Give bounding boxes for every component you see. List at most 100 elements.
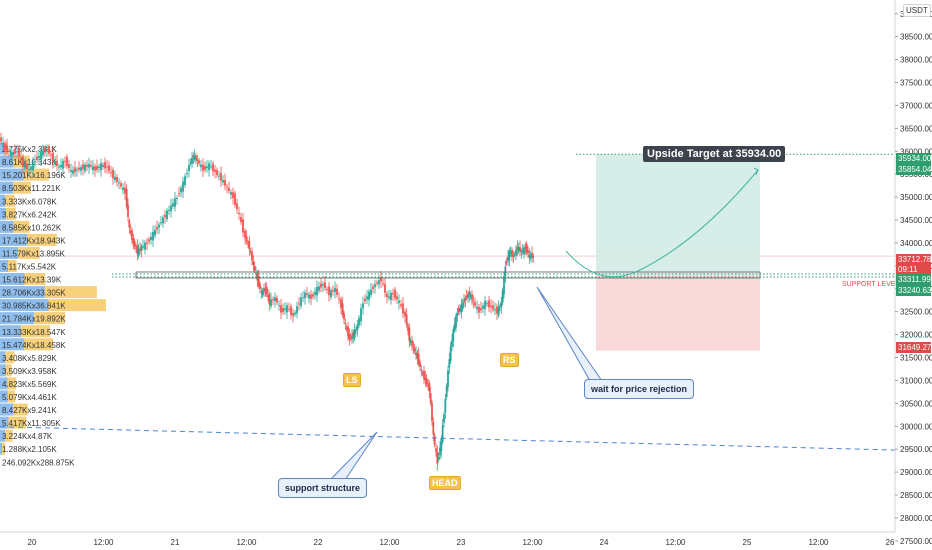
price-tick-label: 29500.00 [900, 445, 932, 454]
volume-profile-label: 8.585Kx10.262K [2, 223, 62, 232]
candle-body [474, 302, 476, 306]
candle-body [528, 254, 531, 258]
volume-bar-sell [24, 338, 54, 351]
candle-body [195, 155, 197, 160]
structure-callout-pointer [328, 431, 378, 481]
volume-bar-sell [24, 273, 46, 286]
candle-body [439, 447, 441, 456]
volume-profile-label: 8.427Kx9.241K [2, 406, 57, 415]
time-tick-label: 12:00 [93, 538, 114, 547]
candle-body [353, 329, 356, 339]
time-axis[interactable]: 20 12:00 21 12:00 22 12:00 23 12:00 24 12:00 25 12:… [0, 531, 895, 547]
volume-profile: 2.775Kx2.381K 8.61Kx10.343K 15.201Kx16.196… [0, 142, 106, 467]
candle-body [182, 181, 184, 192]
candle-body [78, 167, 80, 170]
candle-body [457, 308, 460, 312]
volume-bar-buy [0, 207, 6, 220]
candle-body [461, 303, 464, 309]
candle-body [222, 179, 224, 183]
candle-body [525, 243, 528, 253]
candle-body [413, 348, 416, 352]
candle-body [186, 172, 188, 174]
candle-body [131, 230, 133, 241]
candle-body [140, 246, 143, 251]
candle-body [86, 164, 88, 167]
candle-body [324, 282, 326, 289]
volume-bar-buy [0, 273, 25, 286]
candle-body [472, 301, 475, 303]
candle-body [84, 164, 86, 171]
candle-body [176, 198, 178, 199]
candle-body [334, 287, 336, 293]
drawings [0, 153, 896, 481]
candle-body [46, 148, 48, 151]
volume-bar-buy [0, 429, 6, 442]
candle-body [76, 169, 78, 171]
candle-body [82, 164, 84, 170]
candle-body [298, 303, 300, 305]
candle-body [484, 300, 486, 310]
candle-body [460, 305, 463, 313]
candle-body [486, 303, 488, 305]
candle-body [26, 164, 28, 169]
left-shoulder-label: LS [343, 373, 361, 387]
candle-body [265, 286, 268, 295]
candle-body [72, 170, 74, 174]
candle-body [178, 193, 180, 195]
candle-body [316, 286, 318, 296]
candle-body [252, 261, 255, 265]
currency-badge[interactable]: USDT [903, 4, 931, 17]
volume-bar-sell [27, 233, 57, 246]
candle-body [136, 245, 139, 254]
candle-body [330, 289, 332, 297]
candle-body [191, 157, 193, 164]
candle-body [4, 143, 6, 150]
candle-body [98, 166, 100, 169]
candle-body [104, 162, 106, 169]
candle-body [516, 246, 519, 250]
candle-body [402, 303, 404, 314]
volume-bar-sell [5, 194, 15, 207]
candle-body [267, 295, 269, 297]
candle-body [459, 308, 461, 311]
candle-body [429, 393, 432, 404]
time-tick-label: 12:00 [665, 538, 686, 547]
candle-body [264, 288, 267, 291]
candle-body [427, 385, 429, 387]
candle-body [174, 198, 176, 207]
volume-profile-label: 3.827Kx6.242K [2, 210, 57, 219]
volume-profile-label: 30.985Kx36.841K [2, 302, 66, 311]
candle-body [74, 167, 76, 173]
candle-body [501, 290, 504, 303]
candle-body [28, 168, 30, 170]
candle-body [24, 164, 26, 169]
volume-bar-buy [0, 181, 14, 194]
candle-body [496, 306, 498, 314]
candle-body [467, 293, 469, 299]
candle-body [18, 149, 20, 157]
candle-body [364, 298, 366, 302]
candle-body [404, 311, 406, 317]
candle-body [464, 297, 467, 301]
candle-body [336, 288, 338, 295]
candle-body [500, 301, 503, 308]
support-zone-box [135, 271, 761, 279]
candle-body [192, 155, 195, 158]
candle-body [148, 239, 150, 242]
candle-body [360, 308, 362, 322]
candle-body [40, 151, 42, 160]
volume-bar-buy [0, 299, 49, 312]
candle-body [208, 163, 210, 171]
candle-body [214, 169, 216, 172]
candle-body [445, 385, 448, 397]
candle-body [249, 251, 252, 253]
candle-body [14, 149, 16, 154]
trend-line [0, 426, 896, 451]
volume-bar-sell [20, 325, 50, 338]
loss-zone [596, 275, 760, 351]
volume-bar-buy [0, 325, 21, 338]
candle-body [370, 289, 372, 296]
candle-body [358, 317, 360, 326]
volume-profile-label: 15.201Kx16.196K [2, 171, 66, 180]
